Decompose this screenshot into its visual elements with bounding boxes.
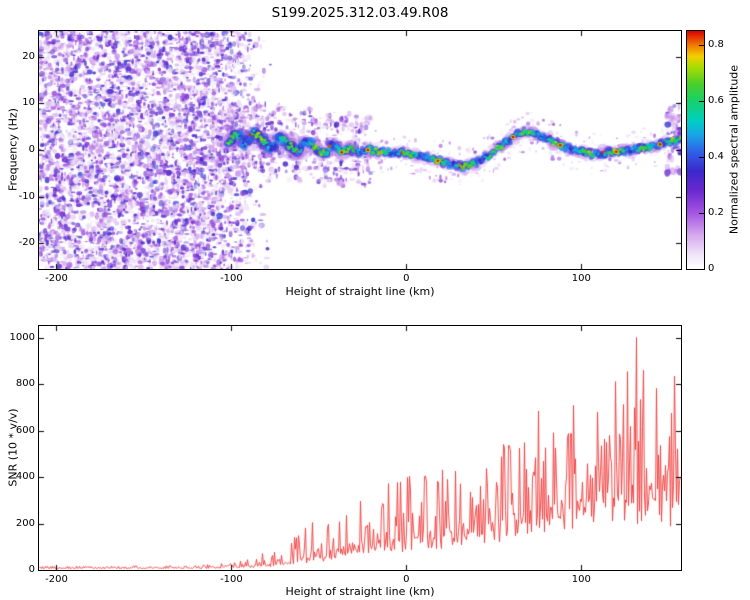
spectrogram-y-tick-label: 10 <box>22 97 35 109</box>
spectrogram-x-axis-label: Height of straight line (km) <box>285 285 435 298</box>
colorbar-tick-mark <box>699 45 704 46</box>
snr-x-tick-label: 0 <box>403 574 410 585</box>
spectrogram-x-tick-label: 0 <box>403 273 410 284</box>
colorbar-tick-label: 0.4 <box>708 151 724 162</box>
spectrogram-y-tick-label: -10 <box>18 190 35 202</box>
snr-y-tick-label: 400 <box>15 471 35 483</box>
colorbar-label: Normalized spectral amplitude <box>727 64 741 235</box>
colorbar-tick-label: 0.8 <box>708 39 724 50</box>
colorbar-tick-label: 0.2 <box>708 207 724 218</box>
snr-x-tick-label: -200 <box>45 574 68 585</box>
snr-y-tick-label: 800 <box>15 378 35 390</box>
colorbar-tick-mark <box>699 101 704 102</box>
spectrogram-x-tick-label: 100 <box>571 273 591 284</box>
snr-x-axis-label: Height of straight line (km) <box>285 585 435 598</box>
colorbar-tick-label: 0.6 <box>708 95 724 106</box>
spectrogram-x-tick-label: -200 <box>45 273 68 284</box>
spectrogram-y-tick-label: 20 <box>22 50 35 62</box>
colorbar-tick-label: 0 <box>708 263 715 274</box>
spectrogram-y-tick-label: 0 <box>28 144 35 155</box>
snr-y-tick-label: 0 <box>28 564 35 575</box>
snr-x-tick-label: 100 <box>571 574 591 585</box>
colorbar-tick-mark <box>699 269 704 270</box>
snr-y-tick-label: 600 <box>15 424 35 436</box>
plot-title: S199.2025.312.03.49.R08 <box>271 5 449 21</box>
spectrogram-canvas <box>38 30 682 270</box>
snr-x-tick-label: -100 <box>220 574 243 585</box>
colorbar <box>686 30 705 270</box>
snr-y-tick-label: 1000 <box>9 331 35 343</box>
colorbar-tick-mark <box>699 157 704 158</box>
snr-y-tick-label: 200 <box>15 517 35 529</box>
spectrogram-x-tick-label: -100 <box>220 273 243 284</box>
colorbar-tick-mark <box>699 213 704 214</box>
spectrogram-y-tick-label: -20 <box>18 237 35 249</box>
snr-canvas <box>38 325 682 571</box>
